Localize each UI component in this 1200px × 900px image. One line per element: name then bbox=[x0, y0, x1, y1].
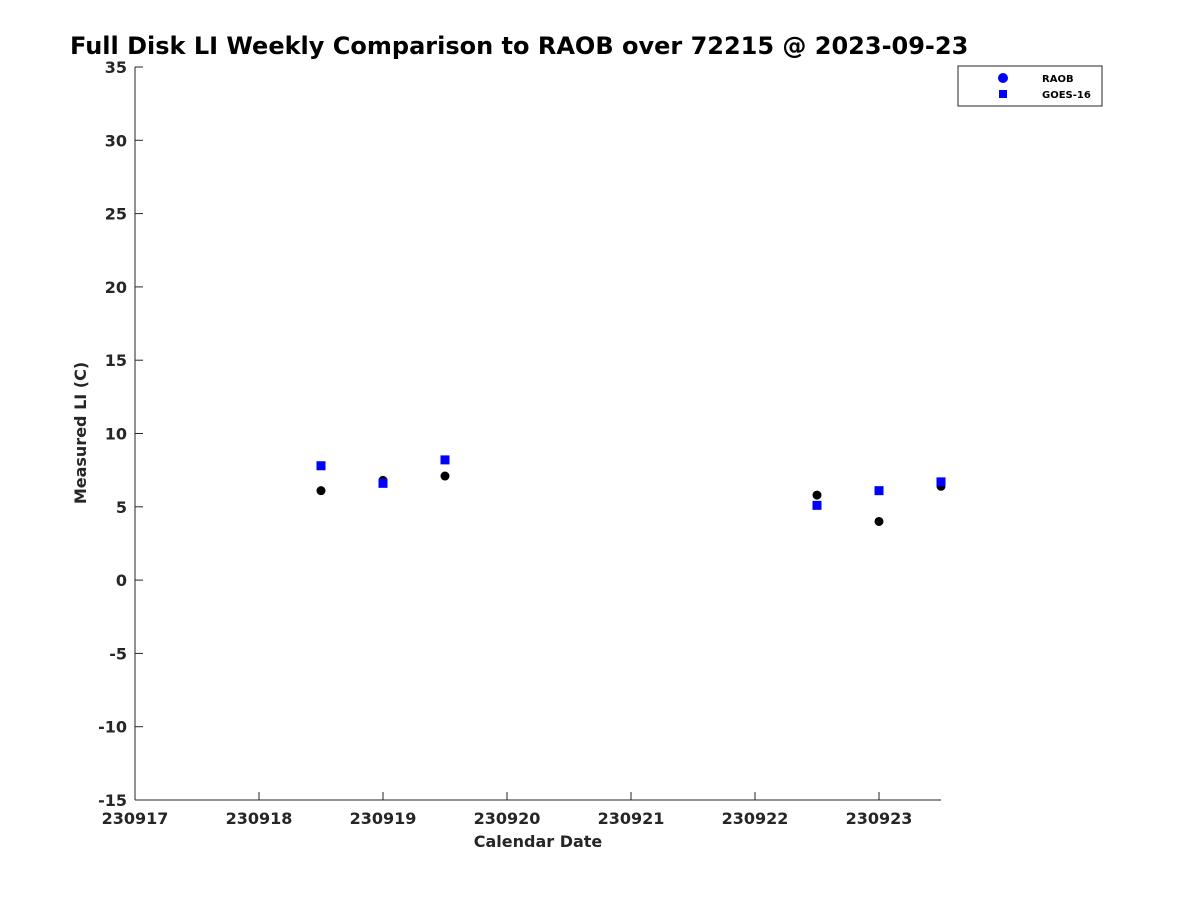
y-axis-label: Measured LI (C) bbox=[71, 362, 90, 504]
raob-point bbox=[812, 490, 822, 500]
goes-16-point bbox=[440, 455, 450, 465]
goes-16-point bbox=[378, 478, 388, 488]
goes-16-point bbox=[874, 486, 884, 496]
goes-16-point bbox=[936, 477, 946, 487]
legend-label: GOES-16 bbox=[1042, 90, 1091, 101]
x-tick-label: 230923 bbox=[846, 809, 913, 828]
legend-marker-raob bbox=[998, 73, 1008, 83]
legend-box bbox=[957, 65, 1103, 107]
y-tick-label: 5 bbox=[116, 498, 127, 517]
axes: -15 -10 -5 0 5 10 15 20 25 30 35 230917 230918 230919… bbox=[98, 58, 941, 828]
goes-16-point bbox=[812, 500, 822, 510]
y-tick-label: 30 bbox=[105, 131, 127, 150]
y-tick-label: 0 bbox=[116, 571, 127, 590]
x-tick-label: 230917 bbox=[102, 809, 169, 828]
x-tick-label: 230919 bbox=[350, 809, 417, 828]
data-points bbox=[316, 455, 946, 526]
y-tick-label: 25 bbox=[105, 205, 127, 224]
x-axis-label: Calendar Date bbox=[474, 832, 603, 851]
x-tick-label: 230918 bbox=[226, 809, 293, 828]
x-tick-label: 230920 bbox=[474, 809, 541, 828]
y-tick-label: -10 bbox=[98, 718, 127, 737]
y-tick-label: 20 bbox=[105, 278, 127, 297]
y-tick-label: 35 bbox=[105, 58, 127, 77]
chart-title: Full Disk LI Weekly Comparison to RAOB o… bbox=[70, 32, 968, 60]
goes-16-point bbox=[316, 461, 326, 471]
legend-marker-goes-16 bbox=[999, 90, 1007, 98]
y-tick-label: 15 bbox=[105, 351, 127, 370]
x-tick-label: 230921 bbox=[598, 809, 665, 828]
raob-point bbox=[316, 486, 326, 496]
x-tick-label: 230922 bbox=[722, 809, 789, 828]
y-tick-label: 10 bbox=[105, 425, 127, 444]
legend: RAOB GOES-16 bbox=[957, 65, 1103, 107]
raob-point bbox=[874, 516, 884, 526]
raob-point bbox=[440, 471, 450, 481]
y-tick-label: -15 bbox=[98, 791, 127, 810]
y-tick-label: -5 bbox=[109, 644, 127, 663]
legend-label: RAOB bbox=[1042, 74, 1074, 85]
